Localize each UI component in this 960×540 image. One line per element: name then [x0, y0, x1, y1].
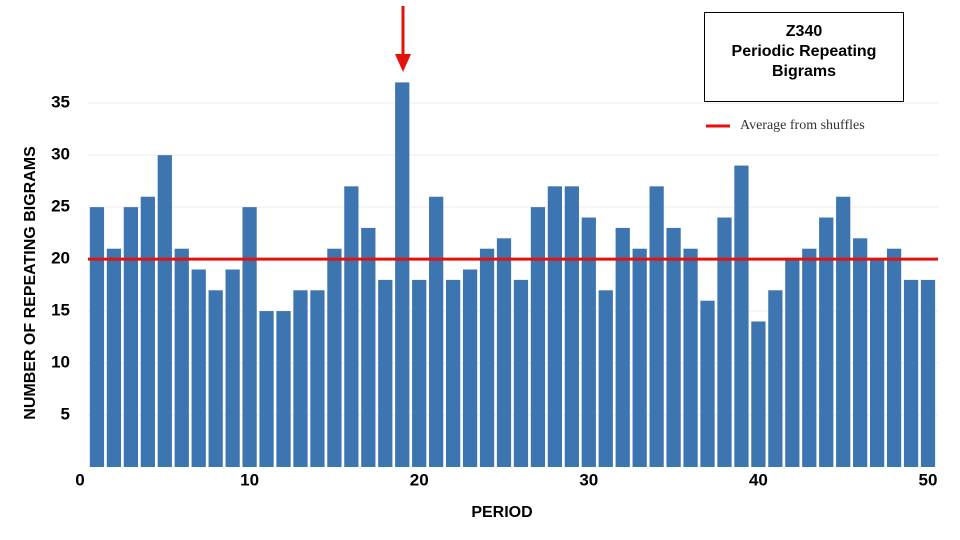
bar — [293, 290, 308, 467]
bar — [361, 227, 376, 467]
bar — [123, 207, 139, 467]
bar — [598, 290, 613, 467]
bar — [632, 248, 647, 467]
plot: 5 10 15 20 25 30 35 0 10 20 30 40 50 Average from shu… — [51, 82, 938, 489]
bar — [445, 279, 461, 467]
x-tick-label: 50 — [919, 470, 938, 489]
chart-title: Z340 — [785, 23, 823, 40]
x-tick-label: 0 — [75, 470, 84, 489]
bar — [853, 238, 868, 467]
bar — [496, 238, 512, 467]
x-tick-label: 40 — [749, 470, 768, 489]
bar — [89, 207, 105, 467]
bar — [395, 82, 410, 467]
y-axis-label: NUMBER OF REPEATING BIGRAMS — [22, 146, 39, 420]
bar — [412, 279, 427, 467]
bar — [106, 248, 122, 467]
bar — [327, 248, 342, 467]
bar — [174, 248, 189, 467]
bar — [344, 186, 359, 467]
bar — [802, 248, 817, 467]
bar — [479, 248, 495, 467]
bar — [513, 279, 529, 467]
bar — [378, 279, 393, 467]
bar — [615, 227, 630, 467]
y-tick-label: 35 — [51, 93, 70, 112]
x-axis-label: PERIOD — [471, 504, 532, 521]
bar — [429, 196, 444, 467]
bar — [886, 248, 902, 467]
bar — [785, 259, 800, 467]
title-box: Z340 Periodic Repeating Bigrams — [704, 12, 904, 102]
bar — [157, 155, 172, 467]
bar — [751, 321, 766, 467]
chart-subtitle: Periodic Repeating Bigrams — [731, 43, 877, 80]
bar — [666, 227, 681, 467]
bar — [819, 217, 834, 467]
bar — [140, 196, 155, 467]
bar — [717, 217, 732, 467]
y-tick-label: 20 — [51, 249, 70, 268]
bar — [768, 290, 783, 467]
y-tick-label: 30 — [51, 145, 70, 164]
bar — [903, 279, 919, 467]
bar — [683, 248, 698, 467]
bar — [836, 196, 851, 467]
y-tick-label: 25 — [51, 197, 70, 216]
bar — [700, 300, 715, 467]
bar — [920, 279, 936, 467]
y-tick-label: 5 — [61, 405, 70, 424]
x-tick-label: 30 — [579, 470, 598, 489]
bar — [530, 207, 546, 467]
bar — [581, 217, 596, 467]
bar — [869, 259, 885, 467]
y-tick-label: 15 — [51, 301, 70, 320]
bar — [242, 207, 257, 467]
bar — [310, 290, 325, 467]
bar — [276, 311, 291, 467]
bar — [462, 269, 478, 467]
y-tick-label: 10 — [51, 353, 70, 372]
bar — [564, 186, 579, 467]
bar — [191, 269, 206, 467]
legend-label: Average from shuffles — [740, 118, 865, 133]
bar — [208, 290, 223, 467]
bar — [649, 186, 664, 467]
bar — [547, 186, 563, 467]
arrow-head — [395, 54, 411, 72]
bar — [259, 311, 274, 467]
bar — [225, 269, 240, 467]
bar — [734, 165, 749, 468]
x-tick-label: 10 — [240, 470, 259, 489]
x-tick-label: 20 — [410, 470, 429, 489]
